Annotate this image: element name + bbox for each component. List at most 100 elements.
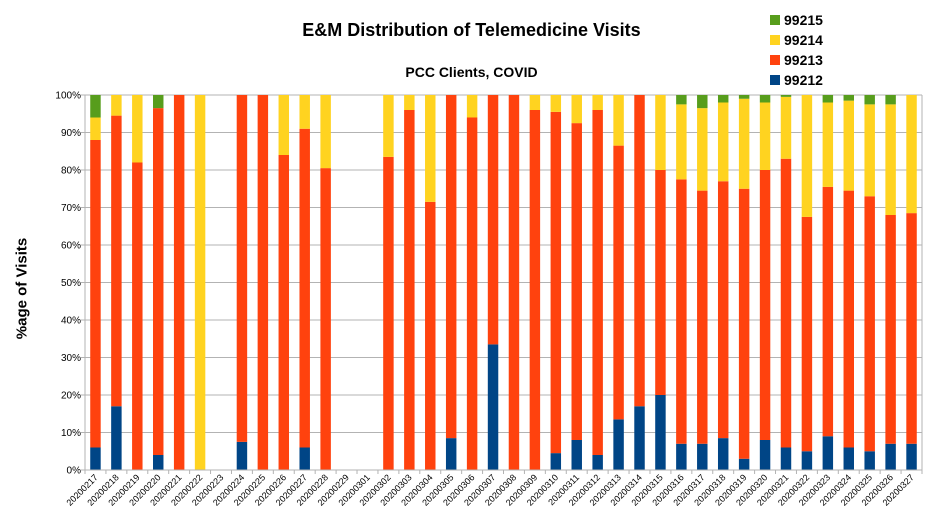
bar-99213 (906, 213, 917, 444)
bar-99213 (676, 179, 687, 444)
bar-99212 (550, 453, 562, 470)
bar-99214 (676, 104, 687, 180)
y-tick-label: 30% (61, 353, 81, 364)
legend-item-99213: 99213 (770, 50, 823, 70)
bar-99213 (173, 95, 185, 470)
bar-99214 (717, 102, 729, 182)
chart-subtitle: PCC Clients, COVID (405, 64, 538, 80)
y-tick-label: 90% (61, 128, 81, 139)
bar-99212 (906, 443, 917, 470)
bar-99212 (864, 451, 875, 470)
bar-99214 (194, 95, 206, 470)
bar-99213 (425, 201, 436, 470)
bar-99213 (487, 95, 499, 345)
y-tick-label: 40% (61, 316, 81, 327)
y-tick-label: 10% (61, 428, 81, 439)
y-tick-label: 60% (61, 241, 81, 252)
bar-99213 (508, 95, 520, 470)
bar-99212 (655, 395, 666, 470)
bar-99213 (759, 170, 771, 440)
bar-99213 (153, 108, 164, 455)
bar-99212 (153, 455, 164, 470)
bar-99213 (299, 128, 310, 448)
bar-99212 (697, 443, 708, 470)
bar-99213 (404, 110, 415, 470)
bar-99215 (759, 95, 771, 103)
bar-99213 (383, 156, 394, 470)
bar-99212 (801, 451, 813, 470)
bar-99213 (571, 123, 582, 440)
bar-99212 (843, 447, 854, 470)
bar-99212 (822, 436, 834, 470)
bar-99212 (445, 438, 457, 470)
bar-99213 (717, 181, 729, 439)
bar-99213 (529, 110, 541, 470)
bar-99213 (90, 140, 101, 448)
bar-99214 (843, 100, 854, 191)
bar-99214 (132, 95, 143, 163)
bar-99214 (550, 95, 562, 112)
bar-99215 (780, 95, 792, 97)
bar-99213 (822, 186, 834, 437)
legend-swatch-99214 (770, 35, 780, 45)
y-tick-label: 50% (61, 278, 81, 289)
bar-99214 (759, 102, 771, 170)
bar-99215 (822, 95, 834, 103)
bar-99214 (780, 96, 792, 159)
bar-99214 (571, 95, 582, 124)
bar-99214 (299, 95, 310, 129)
bar-99215 (90, 95, 101, 118)
bar-99213 (445, 95, 457, 439)
bar-99215 (843, 95, 854, 101)
bar-99213 (780, 158, 792, 448)
bar-99215 (738, 95, 750, 99)
bar-99214 (466, 95, 478, 118)
bar-99215 (153, 95, 164, 109)
bar-99212 (236, 441, 248, 470)
bar-99215 (885, 95, 896, 105)
bar-99212 (738, 458, 750, 470)
bar-99214 (613, 95, 624, 146)
legend-swatch-99215 (770, 15, 780, 25)
bar-99212 (487, 344, 499, 470)
legend-label-99212: 99212 (784, 72, 823, 88)
bar-99214 (655, 95, 666, 170)
bar-99212 (676, 443, 687, 470)
bar-99212 (111, 406, 122, 470)
bar-99214 (864, 104, 875, 197)
bar-99213 (697, 190, 708, 444)
bar-99213 (655, 170, 666, 395)
legend-label-99213: 99213 (784, 52, 823, 68)
y-tick-label: 70% (61, 203, 81, 214)
bar-99214 (592, 95, 603, 110)
bar-99214 (383, 95, 394, 157)
bar-99214 (404, 95, 415, 110)
bar-99214 (111, 95, 122, 116)
bar-99213 (738, 188, 750, 459)
bar-99214 (801, 95, 813, 217)
bar-99213 (801, 216, 813, 452)
bar-99214 (697, 108, 708, 191)
bar-99214 (738, 98, 750, 189)
bar-99212 (759, 440, 771, 470)
y-tick-label: 20% (61, 391, 81, 402)
y-tick-label: 100% (55, 91, 81, 102)
bar-99214 (906, 95, 917, 214)
chart-title: E&M Distribution of Telemedicine Visits (302, 20, 641, 40)
legend-swatch-99213 (770, 55, 780, 65)
bar-99215 (697, 95, 708, 109)
y-tick-label: 80% (61, 166, 81, 177)
bar-99212 (634, 406, 645, 470)
bar-99213 (320, 168, 331, 470)
bar-99212 (592, 455, 603, 470)
bar-99212 (90, 447, 101, 470)
bar-99213 (111, 115, 122, 407)
legend-item-99212: 99212 (770, 70, 823, 90)
bar-99214 (320, 95, 331, 169)
bar-99213 (613, 145, 624, 420)
bar-99213 (278, 155, 290, 470)
bar-99213 (466, 117, 478, 470)
legend: 99215 99214 99213 99212 (770, 10, 823, 90)
bar-99214 (90, 117, 101, 140)
